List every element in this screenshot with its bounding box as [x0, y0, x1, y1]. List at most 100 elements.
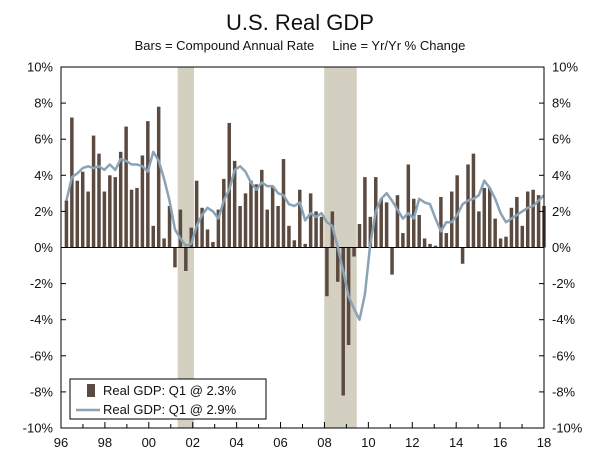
x-tick-label: 16	[493, 435, 507, 450]
left-axis-ticks: 10% 8% 6% 4% 2% 0% -2% -4% -6% -8% -10%	[23, 60, 66, 436]
right-tick-label: 8%	[552, 96, 571, 111]
bar	[531, 189, 535, 248]
right-tick-label: -6%	[552, 348, 576, 363]
bar	[444, 233, 449, 248]
bar	[178, 209, 183, 248]
left-tick-label: 2%	[34, 204, 53, 219]
bar	[325, 247, 329, 297]
bar	[205, 229, 210, 248]
bar	[298, 189, 302, 248]
bar	[162, 238, 166, 248]
bar	[363, 177, 367, 248]
bar	[455, 175, 459, 248]
legend-line-label: Real GDP: Q1 @ 2.9%	[103, 402, 237, 417]
bar	[433, 245, 438, 248]
legend-bar-label: Real GDP: Q1 @ 2.3%	[103, 383, 237, 398]
bar	[173, 247, 177, 268]
bar	[232, 160, 237, 248]
bar	[504, 236, 508, 248]
bar	[493, 218, 497, 248]
bar	[113, 177, 118, 248]
legend: Real GDP: Q1 @ 2.3% Real GDP: Q1 @ 2.9%	[69, 378, 267, 420]
x-tick-label: 12	[405, 435, 419, 450]
bar	[395, 195, 400, 248]
bar	[200, 207, 204, 248]
bar	[460, 247, 465, 264]
bar	[265, 209, 269, 248]
left-tick-label: 10%	[27, 60, 53, 75]
bar	[314, 211, 318, 248]
bar	[260, 169, 264, 248]
right-axis-ticks: 10% 8% 6% 4% 2% 0% -2% -4% -6% -8% -10%	[539, 60, 583, 436]
bar	[189, 227, 193, 248]
bar	[194, 180, 199, 248]
bar	[118, 151, 123, 248]
chart-subtitle: Bars = Compound Annual Rate Line = Yr/Yr…	[135, 38, 466, 53]
bar	[222, 178, 226, 248]
x-tick-label: 02	[185, 435, 199, 450]
bar	[75, 180, 80, 248]
bar	[536, 195, 541, 248]
bar	[390, 247, 394, 275]
bar	[406, 164, 411, 248]
line-series	[65, 150, 545, 321]
x-tick-label: 18	[537, 435, 551, 450]
bar	[357, 224, 362, 248]
bar	[140, 155, 145, 248]
bar	[211, 242, 215, 248]
bar	[287, 225, 291, 248]
x-tick-label: 06	[273, 435, 287, 450]
left-tick-label: -2%	[30, 276, 54, 291]
bar	[319, 216, 324, 248]
bar	[341, 247, 345, 396]
bar	[216, 209, 221, 248]
bar	[417, 215, 421, 248]
bar	[167, 205, 172, 248]
left-tick-label: 8%	[34, 96, 53, 111]
bar	[449, 191, 454, 248]
bar	[184, 247, 188, 271]
bar	[135, 187, 139, 248]
left-tick-label: -8%	[30, 384, 54, 399]
legend-bar-swatch	[87, 384, 95, 397]
bar	[471, 153, 476, 248]
bar	[487, 187, 492, 248]
bar	[477, 211, 481, 248]
right-tick-label: -4%	[552, 312, 576, 327]
x-axis-ticks: 96 98 00 02 04 06 08 10 12 14 16 18	[54, 422, 551, 450]
bar	[243, 193, 248, 248]
bar	[124, 126, 128, 248]
bar	[64, 200, 69, 248]
bar	[146, 121, 150, 248]
bar	[466, 164, 470, 248]
legend-box	[69, 378, 267, 420]
right-tick-label: 0%	[552, 240, 571, 255]
x-tick-label: 04	[229, 435, 243, 450]
bar	[352, 247, 356, 257]
left-tick-label: -10%	[23, 421, 54, 436]
bar	[254, 184, 259, 248]
bar	[129, 189, 134, 248]
x-tick-label: 08	[317, 435, 331, 450]
left-tick-label: -4%	[30, 312, 54, 327]
bar	[86, 191, 90, 248]
bar	[439, 196, 443, 248]
bar	[525, 191, 530, 248]
bar	[238, 205, 242, 248]
x-tick-label: 96	[54, 435, 68, 450]
right-tick-label: -8%	[552, 384, 576, 399]
x-tick-label: 98	[98, 435, 112, 450]
right-tick-label: 10%	[552, 60, 578, 75]
x-tick-label: 00	[142, 435, 156, 450]
left-tick-label: 4%	[34, 168, 53, 183]
bar	[303, 243, 307, 248]
bar	[151, 225, 156, 248]
bar	[80, 171, 85, 248]
bar	[515, 196, 519, 248]
bar	[520, 225, 525, 248]
left-tick-label: -6%	[30, 348, 54, 363]
bar	[498, 238, 503, 248]
x-tick-label: 14	[449, 435, 463, 450]
right-tick-label: 6%	[552, 132, 571, 147]
